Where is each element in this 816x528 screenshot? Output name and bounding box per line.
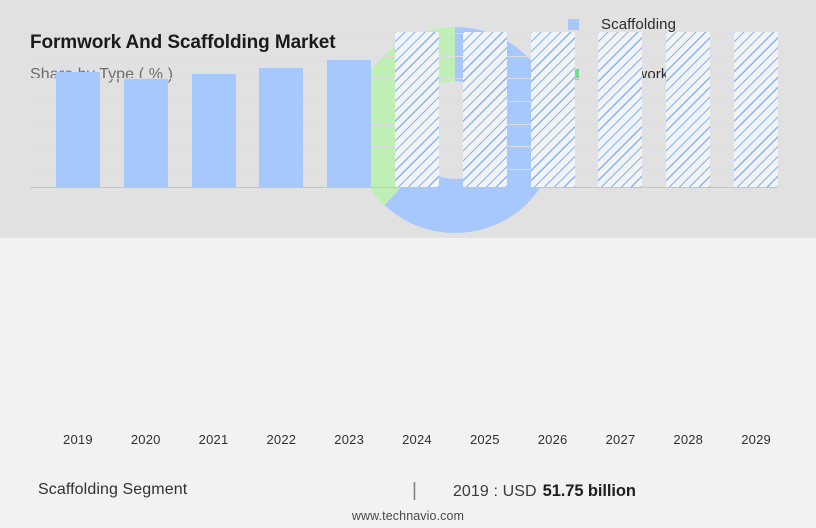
forecast-bar-2026	[530, 32, 575, 187]
forecast-bar-2029	[734, 32, 779, 187]
page-title: Formwork And Scaffolding Market	[30, 32, 336, 53]
x-axis-label-2023: 2023	[334, 432, 365, 447]
x-axis-label-2020: 2020	[130, 432, 161, 447]
x-axis-label-2024: 2024	[402, 432, 432, 447]
x-axis-label-2028: 2028	[673, 432, 704, 447]
bar-chart	[0, 0, 816, 200]
bar-2020	[123, 78, 168, 187]
x-axis-label-2027: 2027	[605, 432, 636, 447]
x-axis-label-2021: 2021	[198, 432, 229, 447]
x-axis-label-2019: 2019	[63, 432, 93, 447]
bar-chart-panel	[0, 238, 816, 528]
x-axis-label-2029: 2029	[741, 432, 771, 447]
bar-2023	[327, 59, 372, 187]
bar-2019	[55, 72, 100, 187]
forecast-bar-2028	[666, 32, 711, 187]
footer-amount-value: 51.75 billion	[542, 482, 636, 500]
bar-chart-plot-area	[30, 30, 779, 188]
x-axis-tick-labels: 2019 2020 2021 2022 2023 2024 2025 2026 2027 2028…	[30, 432, 776, 452]
bar-2021	[191, 73, 236, 187]
legend-item-scaffolding[interactable]: Scaffolding	[568, 15, 677, 33]
footer-url: www.technavio.com	[351, 509, 465, 523]
footer-divider: |	[412, 480, 417, 501]
footer-value-row: | 2019 : USD 51.75 billion	[412, 481, 636, 501]
x-axis-line	[30, 187, 776, 188]
forecast-bar-2025	[462, 32, 507, 187]
legend-label-scaffolding: Scaffolding	[601, 15, 677, 33]
legend-swatch-scaffolding-icon	[568, 18, 579, 30]
forecast-bar-2024	[395, 32, 439, 187]
footer-year-label: 2019 : USD	[452, 483, 537, 500]
x-axis-label-2022: 2022	[266, 432, 297, 447]
bar-2022	[259, 67, 304, 187]
forecast-bar-2027	[598, 32, 643, 187]
x-axis-label-2025: 2025	[469, 432, 500, 447]
footer-segment-caption: Scaffolding Segment	[38, 481, 188, 498]
x-axis-label-2026: 2026	[537, 432, 568, 447]
